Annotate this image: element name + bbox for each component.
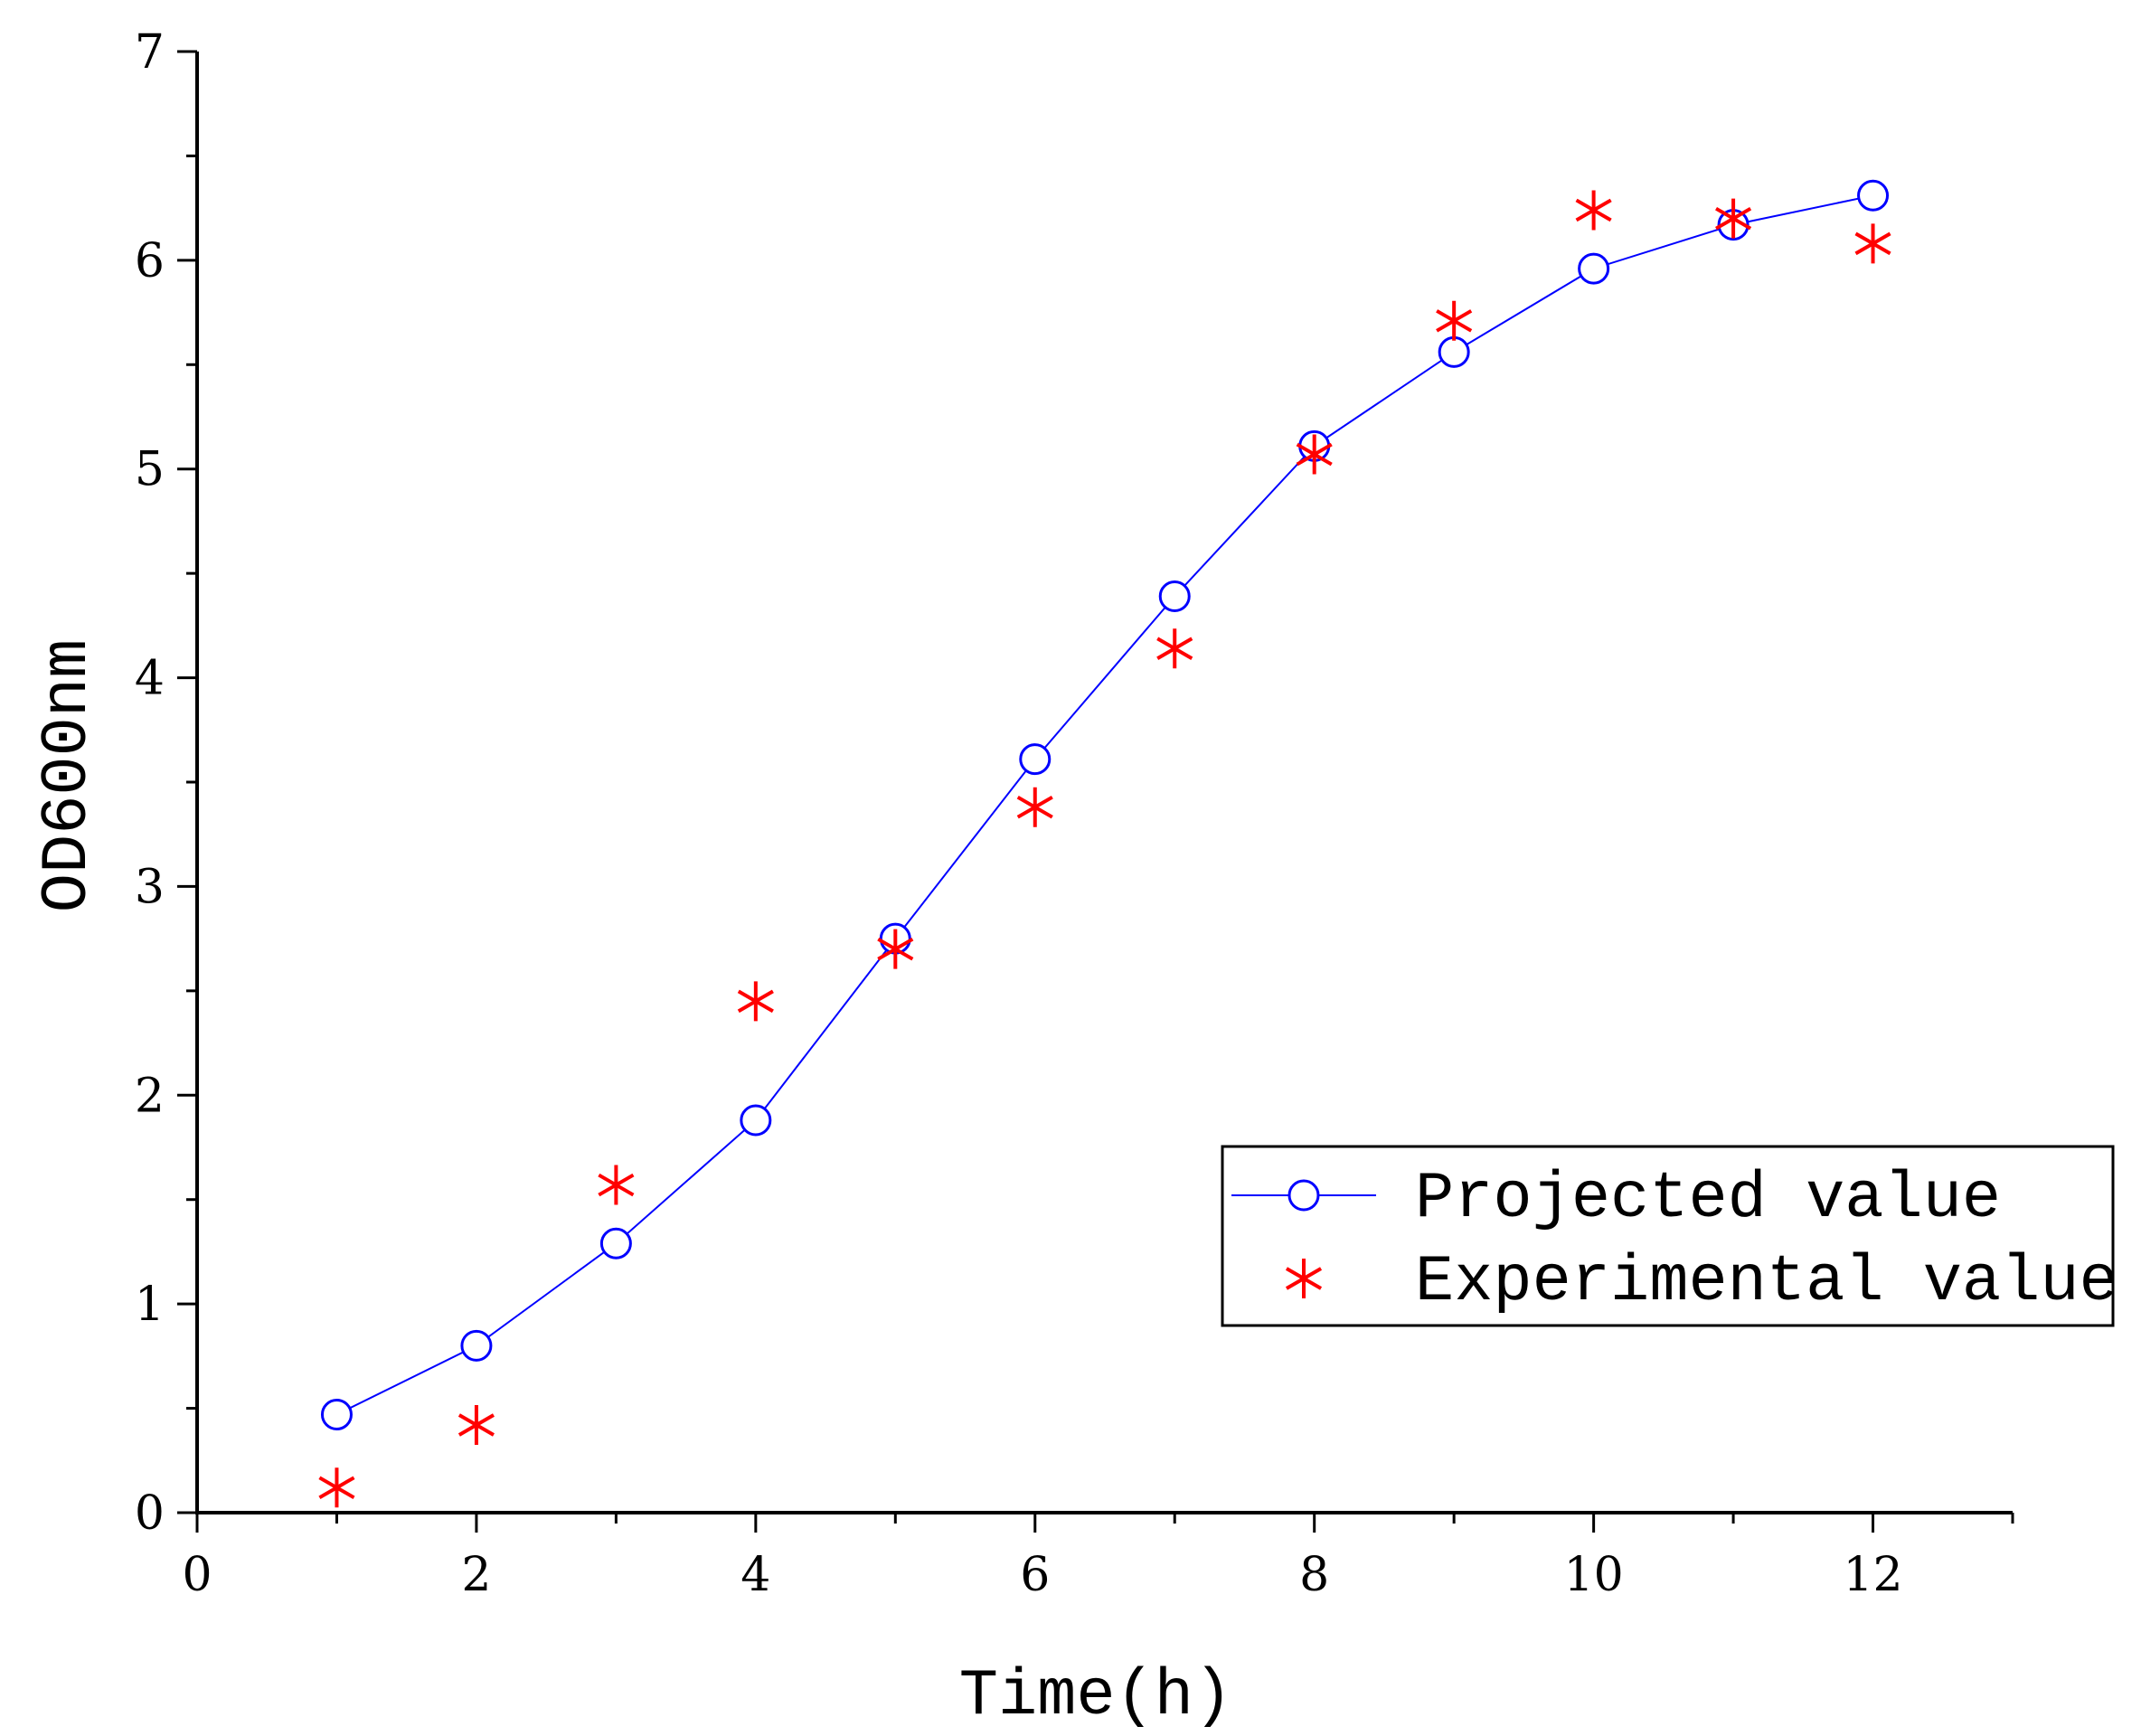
- projected-point: [1158, 580, 1191, 613]
- experimental-point: [318, 1467, 355, 1508]
- experimental-point: [1296, 434, 1333, 475]
- experimental-point: [1156, 628, 1193, 669]
- projected-point: [1578, 252, 1610, 285]
- experimental-point: [1436, 300, 1473, 341]
- y-tick-label: 2: [135, 1069, 165, 1123]
- legend-label-experimental: Experimental value: [1415, 1245, 2118, 1319]
- legend-asterisk: [1285, 1259, 1323, 1298]
- experimental-point-stroke: [877, 937, 914, 961]
- experimental-point-stroke: [1016, 795, 1053, 819]
- experimental-point-stroke: [1436, 309, 1473, 333]
- experimental-point-stroke: [318, 1476, 355, 1500]
- experimental-point-stroke: [457, 1413, 495, 1437]
- x-tick-label: 6: [1020, 1548, 1050, 1602]
- legend-asterisk-stroke: [1285, 1267, 1323, 1290]
- experimental-point: [457, 1405, 495, 1446]
- experimental-point-stroke: [1575, 198, 1612, 222]
- projected-point: [320, 1398, 353, 1430]
- x-axis-title: Time(h): [959, 1659, 1232, 1733]
- projected-point: [1019, 743, 1052, 776]
- experimental-point: [1715, 198, 1752, 239]
- experimental-point-stroke: [1296, 442, 1333, 467]
- experimental-point: [598, 1165, 635, 1205]
- x-tick-label: 4: [740, 1548, 770, 1602]
- experimental-point: [737, 981, 774, 1022]
- experimental-point-stroke: [1715, 206, 1752, 231]
- experimental-point: [1854, 223, 1891, 264]
- projected-point: [740, 1104, 772, 1137]
- x-tick-label: 0: [182, 1548, 212, 1602]
- y-tick-label: 4: [135, 652, 165, 706]
- legend-box: [1221, 1145, 2115, 1327]
- experimental-point-stroke: [1156, 637, 1193, 660]
- legend-label-projected: Projected value: [1415, 1162, 2001, 1236]
- y-tick-label: 7: [135, 25, 165, 80]
- y-tick-label: 6: [135, 234, 165, 288]
- y-tick-label: 0: [135, 1486, 165, 1541]
- projected-line: [336, 194, 1873, 1416]
- experimental-point-stroke: [598, 1173, 635, 1197]
- experimental-series: [318, 190, 1891, 1508]
- x-tick-label: 2: [461, 1548, 491, 1602]
- legend-asterisk-marker: [1285, 1259, 1323, 1298]
- y-tick-label: 1: [135, 1278, 165, 1332]
- experimental-point: [1016, 787, 1053, 827]
- experimental-point: [1575, 190, 1612, 231]
- legend-circle-marker: [1287, 1179, 1320, 1212]
- y-axis-title: OD600nm: [31, 639, 105, 912]
- legend: Projected value Experimental value: [1221, 1145, 2118, 1327]
- x-tick-label: 10: [1564, 1548, 1624, 1602]
- x-tick-label: 12: [1843, 1548, 1902, 1602]
- projected-point: [1857, 179, 1890, 212]
- y-tick-label: 3: [135, 860, 165, 914]
- experimental-point: [877, 929, 914, 969]
- experimental-point-stroke: [1854, 231, 1891, 256]
- y-tick-label: 5: [135, 443, 165, 497]
- x-tick-label: 8: [1299, 1548, 1329, 1602]
- projected-point: [460, 1329, 493, 1362]
- projected-point: [1438, 335, 1470, 368]
- experimental-point-stroke: [737, 989, 774, 1014]
- projected-point: [599, 1227, 632, 1260]
